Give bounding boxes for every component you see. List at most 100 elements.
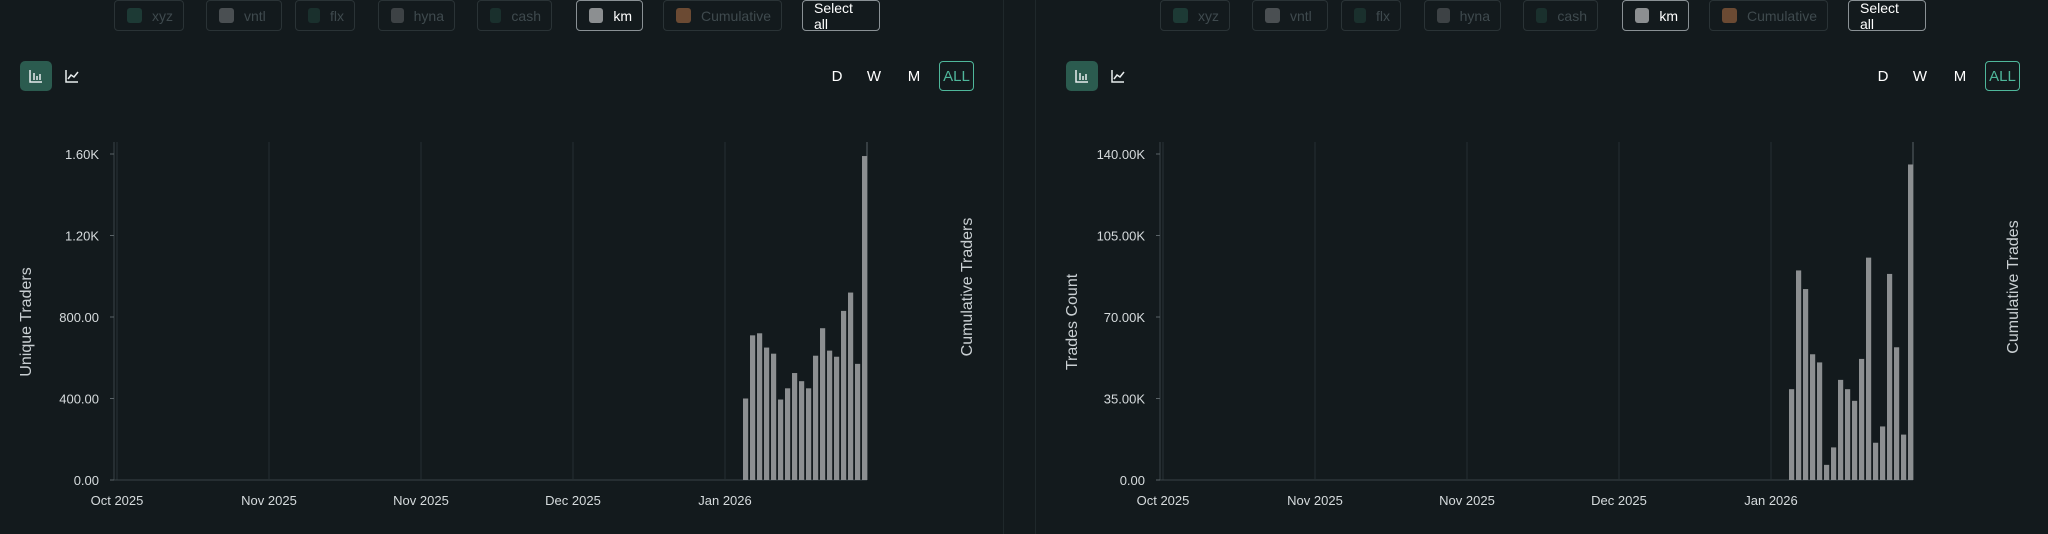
legend-swatch xyxy=(589,8,604,23)
bar-km[interactable] xyxy=(1866,257,1872,480)
bar-km[interactable] xyxy=(827,350,833,480)
legend-toggle-cash[interactable]: cash xyxy=(477,0,552,31)
line-chart-toggle-button[interactable] xyxy=(1102,61,1134,91)
bar-km[interactable] xyxy=(750,335,756,480)
legend-toggle-cash[interactable]: cash xyxy=(1523,0,1598,31)
bar-km[interactable] xyxy=(813,355,819,480)
bar-km[interactable] xyxy=(1901,434,1907,480)
line-chart-icon xyxy=(65,70,79,83)
range-button-w[interactable]: W xyxy=(1912,67,1928,85)
bar-km[interactable] xyxy=(855,363,861,480)
y-tick-label: 140.00K xyxy=(1097,147,1146,162)
y2-axis-title: Cumulative Trades xyxy=(2005,220,2022,353)
bar-km[interactable] xyxy=(1810,354,1816,480)
bar-chart-toggle-button[interactable] xyxy=(20,61,52,91)
x-tick-label: Jan 2026 xyxy=(698,493,752,508)
bar-km[interactable] xyxy=(1838,379,1844,480)
bar-km[interactable] xyxy=(1845,389,1851,480)
y-tick-label: 0.00 xyxy=(74,473,99,488)
legend-label: vntl xyxy=(244,7,266,24)
bar-km[interactable] xyxy=(1852,400,1858,480)
bar-km[interactable] xyxy=(834,356,840,480)
legend-toggle-cumulative[interactable]: Cumulative xyxy=(1709,0,1828,31)
bar-km[interactable] xyxy=(764,347,770,480)
bar-km[interactable] xyxy=(1796,270,1802,480)
x-tick-label: Dec 2025 xyxy=(1591,493,1647,508)
x-tick-label: Nov 2025 xyxy=(1439,493,1495,508)
bar-km[interactable] xyxy=(862,156,868,480)
bar-km[interactable] xyxy=(1908,164,1914,480)
bar-km[interactable] xyxy=(799,381,805,480)
range-button-w[interactable]: W xyxy=(866,67,882,85)
bar-chart-icon xyxy=(29,70,42,83)
bar-km[interactable] xyxy=(743,398,749,481)
legend-toggle-vntl[interactable]: vntl xyxy=(1252,0,1328,31)
y-axis-title: Trades Count xyxy=(1064,273,1081,370)
range-button-all[interactable]: ALL xyxy=(1985,61,2020,91)
bar-km[interactable] xyxy=(792,373,798,480)
legend-swatch xyxy=(219,8,234,23)
y-tick-label: 35.00K xyxy=(1104,392,1146,407)
panel-divider xyxy=(1035,0,1036,534)
chart-plot: Oct 2025 Nov 2025 Nov 2025 Dec 2025 Jan 2026… xyxy=(1064,142,2022,508)
legend-swatch xyxy=(308,8,320,23)
bar-km[interactable] xyxy=(771,353,777,480)
legend-swatch xyxy=(1536,8,1548,23)
x-tick-label: Oct 2025 xyxy=(91,493,144,508)
range-button-d[interactable]: D xyxy=(1877,67,1889,85)
bar-km[interactable] xyxy=(1887,273,1893,480)
bar-km[interactable] xyxy=(1873,442,1879,480)
legend-toggle-xyz[interactable]: xyz xyxy=(1160,0,1230,31)
bar-km[interactable] xyxy=(1894,347,1900,480)
legend-toggle-cumulative[interactable]: Cumulative xyxy=(663,0,782,31)
legend-label: flx xyxy=(1376,7,1390,24)
bar-km[interactable] xyxy=(757,333,763,480)
chart-plot: Oct 2025 Nov 2025 Nov 2025 Dec 2025 Jan 2026… xyxy=(18,142,976,508)
bar-km[interactable] xyxy=(1824,464,1830,480)
range-button-m[interactable]: M xyxy=(1953,67,1967,85)
legend-toggle-km[interactable]: km xyxy=(1622,0,1689,31)
bar-km[interactable] xyxy=(1789,389,1795,480)
legend-label: cash xyxy=(511,7,541,24)
bar-km[interactable] xyxy=(1817,362,1823,480)
legend-swatch xyxy=(127,8,142,23)
bar-km[interactable] xyxy=(1880,426,1886,480)
bar-km[interactable] xyxy=(806,388,812,480)
bar-km[interactable] xyxy=(785,388,791,480)
legend-swatch xyxy=(1437,8,1450,23)
legend-toggle-vntl[interactable]: vntl xyxy=(206,0,282,31)
bar-km[interactable] xyxy=(1803,289,1809,480)
legend-toggle-flx[interactable]: flx xyxy=(1341,0,1401,31)
legend-toggle-hyna[interactable]: hyna xyxy=(1424,0,1501,31)
bar-chart-toggle-button[interactable] xyxy=(1066,61,1098,91)
bar-km[interactable] xyxy=(778,399,784,480)
legend-toggle-flx[interactable]: flx xyxy=(295,0,355,31)
bar-km[interactable] xyxy=(848,292,854,480)
bar-km[interactable] xyxy=(1859,358,1865,480)
legend-swatch xyxy=(1265,8,1280,23)
legend-toggle-km[interactable]: km xyxy=(576,0,643,31)
legend-swatch xyxy=(391,8,404,23)
bar-km[interactable] xyxy=(1831,447,1837,480)
range-button-m[interactable]: M xyxy=(907,67,921,85)
x-tick-label: Oct 2025 xyxy=(1137,493,1190,508)
legend-label: xyz xyxy=(1198,7,1219,24)
legend-toggle-hyna[interactable]: hyna xyxy=(378,0,455,31)
legend-label: km xyxy=(613,7,632,24)
bar-km[interactable] xyxy=(841,310,847,480)
y-tick-label: 0.00 xyxy=(1120,473,1145,488)
y-tick-label: 70.00K xyxy=(1104,310,1146,325)
legend-swatch xyxy=(1722,8,1737,23)
select-all-button[interactable]: Select all xyxy=(1848,0,1926,32)
range-button-d[interactable]: D xyxy=(831,67,843,85)
line-chart-toggle-button[interactable] xyxy=(56,61,88,91)
legend-swatch xyxy=(676,8,691,23)
range-button-all[interactable]: ALL xyxy=(939,61,974,91)
select-all-button[interactable]: Select all xyxy=(802,0,880,32)
legend-swatch xyxy=(1173,8,1188,23)
x-tick-label: Nov 2025 xyxy=(1287,493,1343,508)
panel-divider xyxy=(1003,0,1004,534)
legend-swatch xyxy=(1635,8,1650,23)
bar-km[interactable] xyxy=(820,328,826,480)
legend-toggle-xyz[interactable]: xyz xyxy=(114,0,184,31)
